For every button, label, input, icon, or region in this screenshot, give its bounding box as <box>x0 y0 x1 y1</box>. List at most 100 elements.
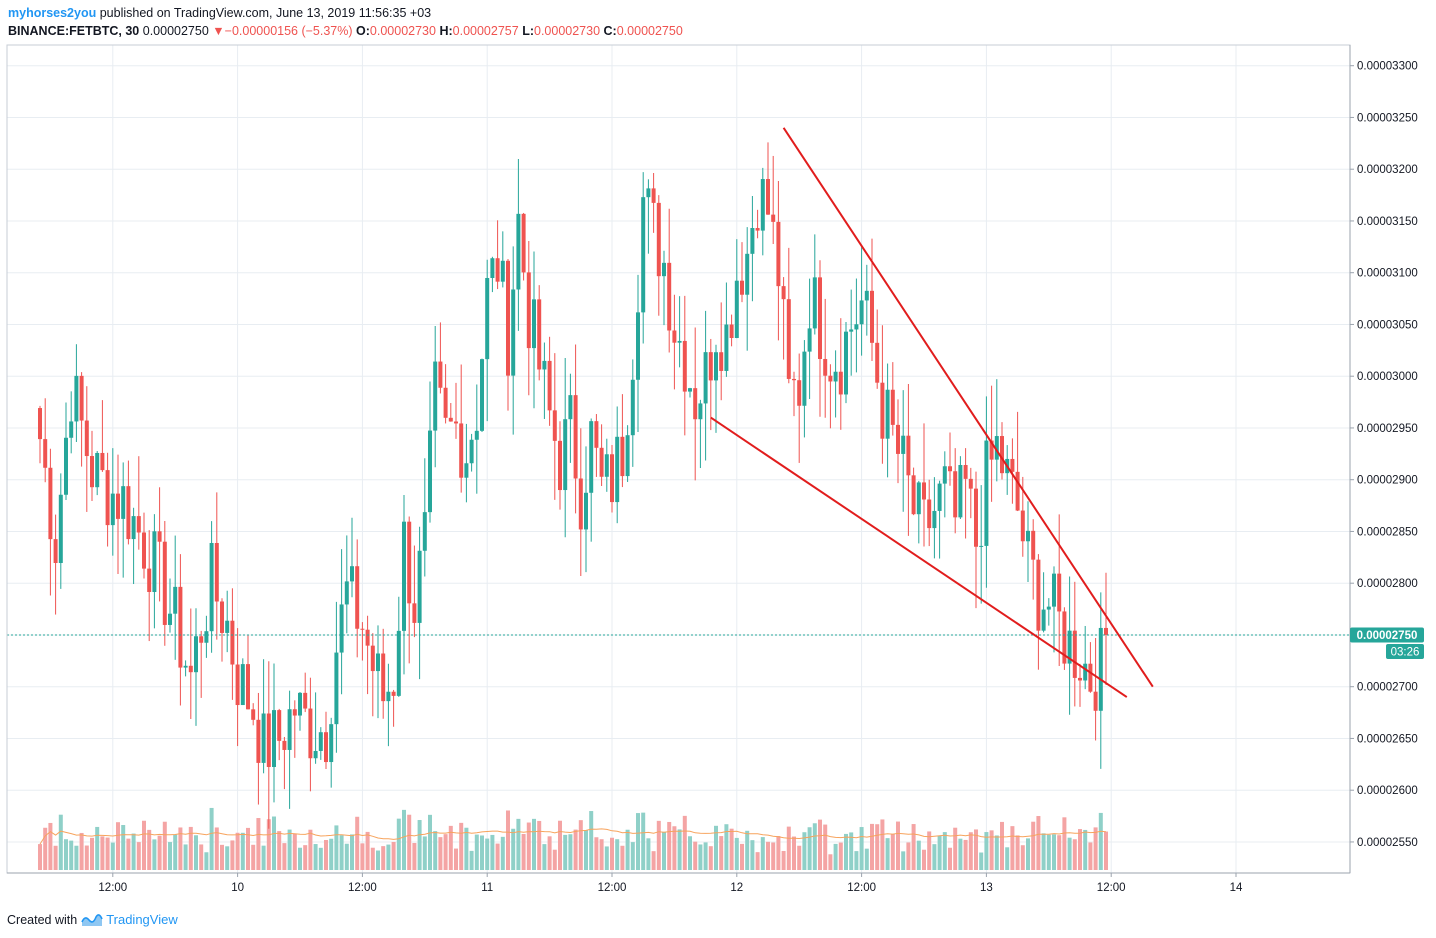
volume-bar <box>292 833 297 870</box>
volume-bar <box>599 839 604 870</box>
volume-bar <box>1036 816 1041 870</box>
candle <box>391 689 396 727</box>
candle-body <box>162 541 167 625</box>
volume-bar <box>422 836 427 870</box>
candle <box>766 142 770 215</box>
candle <box>521 212 526 281</box>
candle <box>630 359 635 467</box>
candle-body <box>433 361 438 431</box>
candle-body <box>901 435 906 454</box>
open-value: 0.00002730 <box>369 24 436 38</box>
candle-body <box>272 710 276 767</box>
trendline-lower[interactable] <box>710 416 1128 698</box>
candle <box>896 399 900 484</box>
candle-body <box>266 713 271 767</box>
volume-bar <box>677 829 682 870</box>
volume-bar <box>84 845 89 870</box>
candle-body <box>620 436 625 477</box>
candle-body <box>1010 458 1015 472</box>
volume-bar <box>797 845 802 870</box>
price-chart[interactable]: 0.00003300 0.00003250 0.00003200 0.00003150… <box>0 0 1436 905</box>
price-tick-label: 0.00003250 <box>1357 112 1418 124</box>
volume-bar <box>147 829 152 870</box>
candlesticks <box>38 142 1108 829</box>
candle-body <box>745 253 750 295</box>
candle-body <box>552 410 557 441</box>
candle <box>979 485 984 604</box>
candle <box>1041 572 1046 633</box>
candle <box>625 425 630 482</box>
volume-bar <box>1088 842 1093 870</box>
last-price: 0.00002750 <box>142 24 209 38</box>
candle-body <box>708 352 713 381</box>
candle <box>714 344 718 433</box>
volume-bar <box>334 825 339 870</box>
volume-bar <box>573 829 578 870</box>
volume-bar <box>552 849 557 870</box>
candle <box>563 358 568 538</box>
volume-bar <box>495 843 500 870</box>
candle <box>240 658 245 706</box>
volume-bar <box>1031 821 1036 870</box>
volume-bar <box>641 812 646 870</box>
volume-bar <box>1083 829 1088 870</box>
volume-bar <box>152 839 157 870</box>
candle <box>1010 438 1015 504</box>
candle-body <box>157 531 162 542</box>
volume-bar <box>58 814 63 870</box>
candle-body <box>641 197 646 313</box>
candle <box>859 247 864 356</box>
author-link[interactable]: myhorses2you <box>8 6 97 20</box>
volume-bar <box>443 834 448 870</box>
volume-bar <box>454 848 458 870</box>
trendline-upper[interactable] <box>782 127 1154 688</box>
time-axis[interactable]: 12:00 10 12:00 11 12:00 12 12:00 13 12:00 14 <box>98 873 1243 894</box>
candle-body <box>131 516 136 540</box>
volume-bar <box>896 821 900 870</box>
candle <box>880 325 885 464</box>
volume-bar <box>459 822 464 870</box>
volume-bar <box>485 838 490 870</box>
tradingview-brand[interactable]: TradingView <box>106 912 178 927</box>
volume-bar <box>604 846 609 870</box>
candle <box>885 363 890 478</box>
volume-bar <box>994 835 999 870</box>
candle-body <box>698 403 703 420</box>
volume-bars <box>38 807 1108 870</box>
candle <box>230 588 235 700</box>
candle-body <box>261 713 266 763</box>
volume-bar <box>1010 826 1015 870</box>
price-tick-label: 0.00002550 <box>1357 837 1418 849</box>
candle <box>329 717 334 788</box>
candle-body <box>989 440 994 460</box>
volume-bar <box>714 825 718 870</box>
trendlines[interactable] <box>710 127 1154 698</box>
candle <box>708 338 713 431</box>
volume-bar <box>521 833 526 870</box>
candle-body <box>578 478 583 530</box>
candle <box>350 517 354 598</box>
candle <box>745 227 750 351</box>
candle-body <box>500 260 505 282</box>
candle-body <box>932 510 937 529</box>
countdown-label: 03:26 <box>1391 646 1420 658</box>
volume-bar <box>563 834 568 870</box>
volume-bar <box>396 818 401 870</box>
candle-body <box>526 272 531 349</box>
price-axis[interactable]: 0.00003300 0.00003250 0.00003200 0.00003150… <box>1350 61 1418 849</box>
candle-body <box>256 719 261 763</box>
volume-bar <box>246 827 250 870</box>
candle-body <box>365 629 370 646</box>
volume-bar <box>651 851 656 870</box>
last-price-badge: 0.00002750 03:26 <box>1350 627 1424 659</box>
candle <box>818 260 822 417</box>
candle-body <box>339 604 344 653</box>
candle <box>53 514 58 615</box>
volume-bar <box>225 846 230 870</box>
volume-bar <box>937 835 942 870</box>
volume-bar <box>833 843 838 870</box>
candle-body <box>854 324 859 330</box>
candle-body <box>750 228 755 254</box>
volume-bar <box>142 820 146 870</box>
volume-bar <box>890 833 895 870</box>
